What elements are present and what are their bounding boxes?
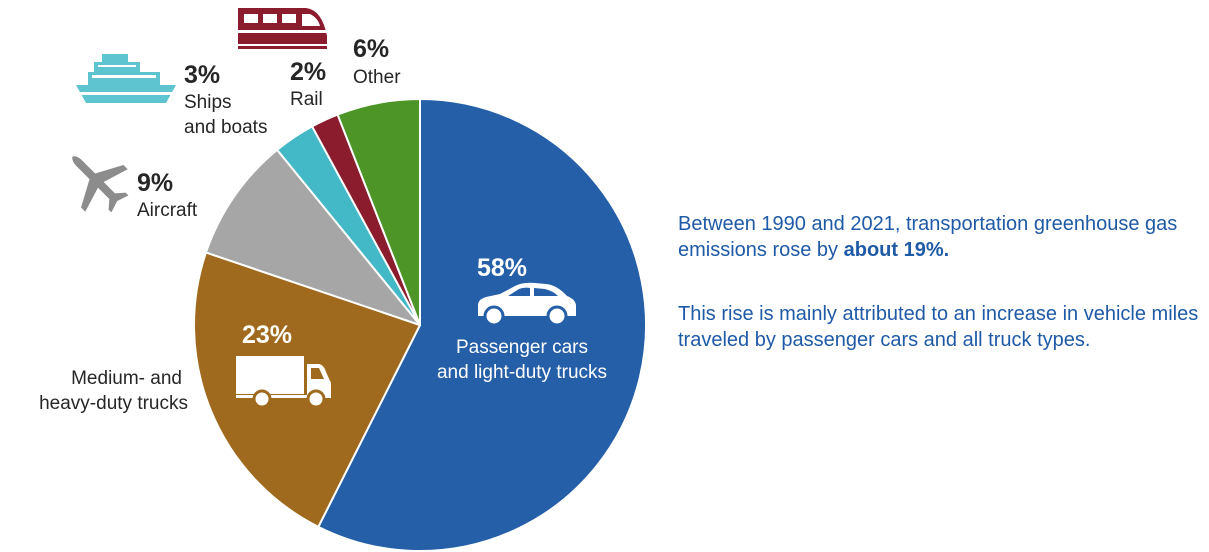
summary-highlight: about 19%.	[843, 239, 950, 261]
slice-value-label-other: 6%	[353, 35, 389, 63]
slice-label-other: Other	[353, 67, 401, 88]
slice-label-ships-line2: and boats	[184, 117, 267, 138]
summary-paragraph-1: Between 1990 and 2021, transportation gr…	[678, 211, 1203, 263]
slice-value-label-ships: 3%	[184, 61, 220, 89]
slice-value-label-passenger: 58%	[477, 254, 527, 282]
slice-label-ships-line1: Ships	[184, 92, 232, 113]
slice-value-label-rail: 2%	[290, 58, 326, 86]
pie-chart: 58% Passenger cars and light-duty trucks…	[39, 8, 647, 552]
slice-label-rail: Rail	[290, 89, 323, 110]
pie-slice-other	[336, 98, 421, 326]
slice-label-trucks-line1: Medium- and	[71, 368, 182, 389]
slice-label-aircraft: Aircraft	[137, 200, 198, 221]
train-icon	[238, 8, 327, 49]
truck-icon	[236, 356, 331, 409]
slice-value-label-aircraft: 9%	[137, 169, 173, 197]
airplane-icon	[72, 156, 129, 213]
slice-label-passenger-line2: and light-duty trucks	[437, 362, 607, 383]
car-icon	[478, 282, 576, 327]
pie-slice-aircraft	[204, 148, 421, 326]
slice-label-trucks-line2: heavy-duty trucks	[39, 393, 188, 414]
summary-text: Between 1990 and 2021, transportation gr…	[678, 213, 1178, 261]
pie-slice-passenger	[317, 98, 647, 552]
slice-value-label-trucks: 23%	[242, 321, 292, 349]
summary-paragraph-2: This rise is mainly attributed to an inc…	[678, 303, 1199, 351]
ship-icon	[76, 54, 176, 103]
slice-label-passenger-line1: Passenger cars	[456, 337, 588, 358]
